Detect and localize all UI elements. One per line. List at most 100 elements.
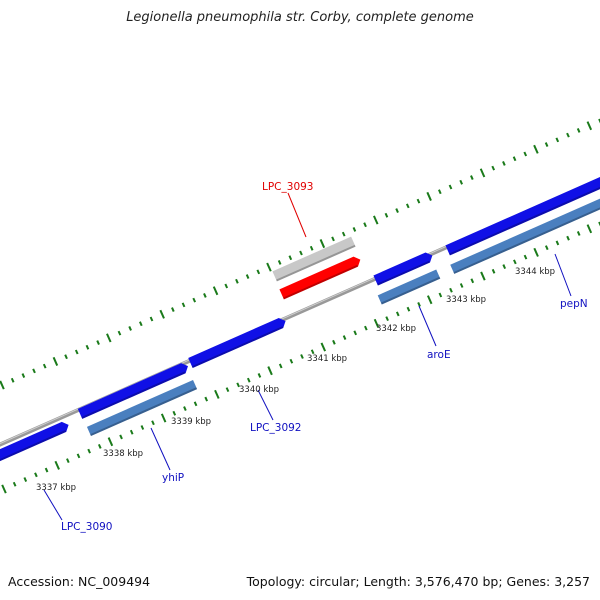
- upper-tick: [21, 373, 26, 378]
- callout-lpc-3090: [43, 489, 63, 521]
- lower-tick: [395, 311, 400, 317]
- scale-label: 3341 kbp: [307, 354, 347, 364]
- lower-tick: [151, 420, 155, 426]
- lower-tick: [87, 448, 91, 454]
- lower-tick: [204, 396, 209, 402]
- upper-tick: [470, 175, 474, 180]
- lower-tick: [214, 389, 220, 399]
- gene-aroE-shade: [380, 276, 441, 305]
- lower-tick: [555, 240, 560, 246]
- lower-tick: [267, 366, 273, 376]
- labels: 3337 kbp 3338 kbp 3339 kbp 3340 kbp 3341 kbp…: [36, 181, 588, 533]
- upper-tick: [309, 245, 314, 251]
- upper-tick: [266, 262, 272, 272]
- lower-tick: [576, 231, 581, 236]
- cds-aroE-shade: [377, 260, 431, 286]
- lower-tick: [438, 292, 443, 298]
- cds-yhiP: [77, 363, 188, 419]
- lower-tick: [480, 271, 486, 281]
- upper-tick: [586, 121, 593, 131]
- gene-aroE-shape: [377, 269, 441, 305]
- lower-tick: [406, 306, 411, 312]
- cds-pepN: [445, 174, 600, 256]
- callout-yhiP: [150, 427, 171, 471]
- upper-tick: [459, 179, 463, 185]
- upper-tick: [245, 274, 250, 279]
- upper-tick: [192, 297, 197, 303]
- callout-lpc-3092: [257, 389, 274, 421]
- scale-label: 3339 kbp: [171, 417, 211, 427]
- upper-tick: [64, 354, 68, 360]
- upper-tick: [171, 307, 175, 312]
- lower-tick: [160, 413, 167, 423]
- scale-label: 3344 kbp: [515, 267, 555, 277]
- lower-tick: [586, 224, 593, 234]
- upper-tick: [352, 227, 357, 232]
- lower-tick: [12, 481, 17, 487]
- features: [0, 174, 600, 463]
- cds-lpc-3093-shade: [283, 264, 358, 300]
- upper-tick: [159, 309, 165, 319]
- cds-lpc-3090: [0, 421, 69, 463]
- upper-tick: [363, 222, 367, 228]
- scale-label: 3337 kbp: [36, 483, 76, 493]
- lower-tick: [107, 437, 114, 447]
- lower-tick: [373, 318, 380, 328]
- upper-tick: [52, 356, 59, 366]
- callout-lpc-3093: [287, 192, 307, 238]
- lower-tick: [342, 335, 347, 340]
- gene-lpc-3093-shade: [276, 244, 356, 282]
- lower-tick: [523, 254, 528, 260]
- gene-yhiP-shade: [90, 387, 198, 437]
- tick-marks: [0, 118, 600, 494]
- upper-tick: [32, 368, 36, 374]
- upper-tick: [523, 151, 528, 157]
- upper-tick: [555, 137, 560, 143]
- lower-tick: [470, 278, 475, 284]
- scale-label: 3338 kbp: [103, 449, 143, 459]
- lower-tick: [598, 221, 600, 227]
- lower-tick: [97, 443, 102, 449]
- lower-tick: [533, 247, 539, 257]
- upper-tick: [85, 344, 90, 350]
- cds-lpc-3090-shade: [0, 430, 67, 463]
- lower-tick: [332, 339, 336, 345]
- upper-tick: [331, 236, 335, 242]
- lower-tick: [426, 295, 433, 305]
- upper-tick: [288, 255, 293, 261]
- feature-label: LPC_3090: [61, 521, 113, 533]
- lower-tick: [54, 460, 60, 470]
- upper-tick: [277, 260, 282, 265]
- cds-pepN-shape: [445, 174, 600, 256]
- upper-tick: [106, 333, 112, 343]
- upper-tick: [149, 316, 154, 322]
- cds-lpc-3092-shape: [188, 317, 286, 369]
- upper-tick: [426, 191, 432, 201]
- lower-tick: [257, 373, 262, 378]
- scale-label: 3343 kbp: [446, 295, 486, 305]
- cds-pepN-shade: [449, 182, 600, 256]
- upper-tick: [395, 208, 399, 213]
- upper-tick: [479, 168, 486, 178]
- upper-tick: [576, 128, 581, 133]
- lower-tick: [364, 325, 368, 331]
- upper-tick: [502, 161, 506, 166]
- cds-lpc-3092: [188, 317, 286, 369]
- lower-tick: [289, 358, 294, 364]
- lower-tick: [417, 302, 421, 307]
- cds-aroE: [373, 252, 433, 286]
- label-callouts: [43, 192, 572, 521]
- lower-tick: [310, 349, 315, 355]
- upper-tick: [128, 326, 132, 331]
- feature-label: pepN: [560, 298, 588, 310]
- upper-tick: [256, 269, 261, 275]
- lower-tick: [236, 382, 240, 388]
- map-title: Legionella pneumophila str. Corby, compl…: [126, 10, 474, 25]
- gene-pepN: [450, 196, 600, 274]
- upper-tick: [491, 165, 496, 171]
- lower-tick: [449, 287, 453, 293]
- upper-tick: [0, 380, 5, 390]
- upper-tick: [512, 156, 517, 162]
